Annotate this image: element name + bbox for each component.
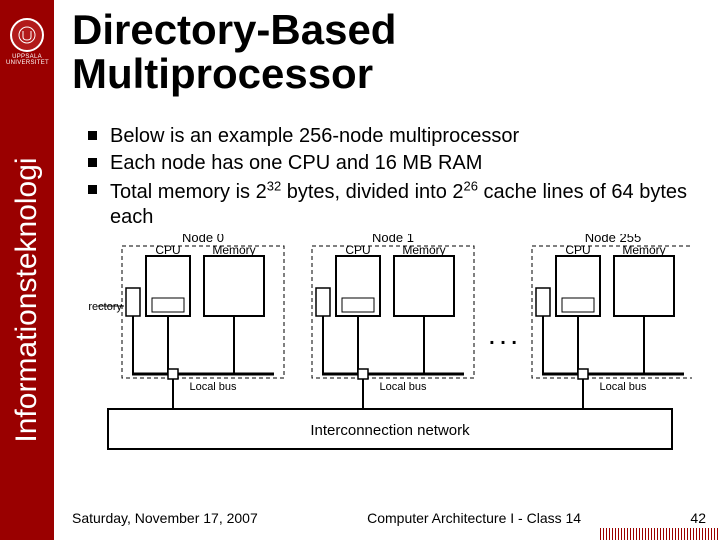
svg-text:Local bus: Local bus	[189, 381, 237, 393]
svg-text:Memory: Memory	[212, 243, 255, 257]
bullet-item: Total memory is 232 bytes, divided into …	[88, 178, 710, 230]
page-title: Directory-Based Multiprocessor	[72, 8, 396, 96]
title-line1: Directory-Based	[72, 6, 396, 53]
svg-text:Memory: Memory	[402, 243, 445, 257]
svg-text:Interconnection network: Interconnection network	[310, 422, 470, 439]
bullet-list: Below is an example 256-node multiproces…	[88, 124, 710, 232]
bullet-item: Below is an example 256-node multiproces…	[88, 124, 710, 149]
bullet-text: Each node has one CPU and 16 MB RAM	[110, 152, 482, 174]
bullet-text: Total memory is 232 bytes, divided into …	[110, 181, 687, 228]
svg-text:Directory: Directory	[88, 301, 122, 313]
bullet-text: Below is an example 256-node multiproces…	[110, 125, 519, 147]
slide-footer: Saturday, November 17, 2007 Computer Arc…	[72, 510, 706, 526]
corner-stripe-icon	[600, 528, 720, 540]
svg-text:. . .: . . .	[489, 327, 517, 349]
uppsala-logo-icon	[10, 18, 44, 52]
title-line2: Multiprocessor	[72, 50, 373, 97]
svg-text:Memory: Memory	[622, 243, 665, 257]
svg-text:CPU: CPU	[155, 243, 180, 257]
side-label: Informationsteknologi	[10, 157, 44, 442]
bullet-item: Each node has one CPU and 16 MB RAM	[88, 151, 710, 176]
university-name: UPPSALA UNIVERSITET	[6, 54, 48, 66]
multiprocessor-diagram: Interconnection networkNode 0CPUMemoryLo…	[88, 234, 692, 472]
svg-text:CPU: CPU	[565, 243, 590, 257]
footer-date: Saturday, November 17, 2007	[72, 510, 258, 526]
footer-center: Computer Architecture I - Class 14	[367, 510, 581, 526]
svg-text:Local bus: Local bus	[379, 381, 427, 393]
svg-text:CPU: CPU	[345, 243, 370, 257]
svg-text:Local bus: Local bus	[599, 381, 647, 393]
footer-page: 42	[690, 510, 706, 526]
